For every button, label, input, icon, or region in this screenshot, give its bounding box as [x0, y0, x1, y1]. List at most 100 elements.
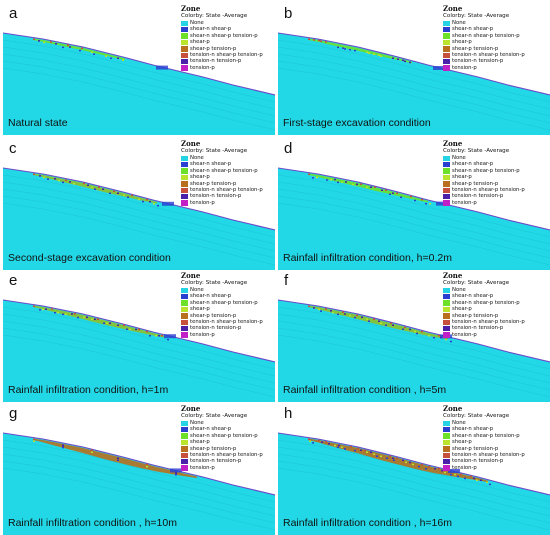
state-speck: [94, 188, 96, 190]
legend-item: shear-p: [443, 39, 548, 45]
mesh-line: [278, 467, 550, 531]
toe-zone: [436, 201, 448, 206]
state-speck: [385, 324, 387, 326]
legend-item: tension-n shear-p tension-p: [181, 452, 275, 458]
legend-item: tension-n shear-p tension-p: [181, 187, 275, 193]
state-speck: [381, 189, 383, 191]
state-speck: [470, 475, 472, 478]
legend-swatch: [181, 200, 188, 206]
legend-item: tension-n shear-p tension-p: [443, 187, 548, 193]
state-speck: [342, 47, 344, 49]
state-speck: [337, 46, 339, 49]
legend-swatch: [443, 420, 450, 426]
state-speck: [57, 311, 59, 314]
legend-swatch: [181, 161, 188, 168]
state-speck: [357, 447, 359, 450]
legend-item: tension-p: [181, 332, 275, 338]
state-speck: [441, 469, 443, 472]
state-speck: [480, 479, 482, 482]
state-speck: [397, 58, 399, 60]
legend-item: None: [181, 155, 275, 161]
ground-surface: [278, 32, 550, 96]
state-speck: [313, 39, 315, 41]
state-speck: [326, 179, 328, 181]
state-speck: [342, 311, 344, 313]
legend-swatch: [443, 300, 450, 306]
legend-item: shear-n shear-p tension-p: [181, 300, 275, 306]
legend-swatch: [181, 52, 188, 58]
mesh-line: [3, 439, 275, 503]
state-speck: [67, 44, 69, 46]
legend-swatch: [443, 52, 450, 58]
state-speck: [350, 446, 352, 448]
legend-swatch: [443, 46, 450, 52]
state-speck: [320, 310, 322, 312]
state-speck: [102, 188, 104, 190]
legend-item-label: tension-n tension-p: [452, 325, 504, 332]
legend-item-label: None: [190, 155, 204, 161]
toe-zone: [156, 65, 168, 70]
state-speck: [106, 322, 108, 324]
legend-swatch: [443, 313, 450, 319]
state-speck: [373, 453, 375, 455]
legend-item: shear-p tension-p: [443, 181, 548, 187]
panel-caption: Rainfall infiltration condition, h=0.2m: [283, 252, 452, 264]
legend-item: shear-p tension-p: [181, 181, 275, 187]
ground-surface: [278, 167, 550, 231]
state-speck: [146, 330, 148, 333]
state-speck: [433, 336, 435, 339]
state-speck: [410, 195, 412, 198]
legend-swatch: [181, 332, 188, 338]
state-speck: [389, 455, 391, 457]
legend-item-label: shear-n shear-p tension-p: [190, 167, 258, 174]
panel-caption: Second-stage excavation condition: [8, 252, 171, 264]
state-legend: Zone Colorby: State -Average None shear-n…: [181, 405, 275, 471]
legend-swatch: [181, 426, 188, 433]
legend-item-label: shear-p: [190, 306, 210, 313]
legend-item: tension-p: [443, 332, 548, 338]
mesh-line: [278, 453, 550, 517]
panel-caption: Natural state: [8, 117, 68, 129]
legend-item: shear-p tension-p: [181, 46, 275, 52]
state-speck: [385, 189, 387, 191]
state-speck: [138, 328, 140, 331]
state-speck: [330, 310, 332, 312]
state-speck: [157, 204, 159, 207]
legend-swatch: [181, 325, 188, 332]
panel-label: c: [9, 140, 17, 157]
panel-caption: Rainfall infiltration condition , h=16m: [283, 517, 452, 529]
panel-label: f: [284, 272, 289, 289]
legend-swatch: [181, 46, 188, 52]
legend-swatch: [443, 287, 450, 293]
legend-item: shear-n shear-p: [443, 426, 548, 432]
state-speck: [97, 318, 99, 320]
state-speck: [117, 57, 119, 59]
state-speck: [360, 449, 362, 451]
state-speck: [129, 328, 131, 331]
legend-item: tension-n tension-p: [181, 458, 275, 464]
state-speck: [74, 313, 76, 315]
state-speck: [122, 59, 124, 61]
state-speck: [50, 41, 52, 43]
legend-title: Zone: [443, 139, 463, 148]
slope-model: [3, 167, 275, 270]
state-speck: [312, 442, 314, 444]
state-speck: [161, 334, 163, 337]
legend-swatch: [181, 39, 188, 46]
legend-item-label: shear-p tension-p: [190, 445, 237, 452]
state-speck: [65, 313, 67, 315]
legend-subtitle: Colorby: State -Average: [181, 13, 248, 19]
state-speck: [321, 441, 323, 443]
legend-item-label: shear-n shear-p tension-p: [452, 432, 520, 439]
panel-label: g: [9, 405, 18, 422]
legend-item: shear-p tension-p: [443, 313, 548, 319]
state-speck: [473, 477, 475, 480]
state-speck: [91, 451, 93, 453]
legend-item-label: shear-n shear-p tension-p: [452, 167, 520, 174]
legend-item-label: tension-p: [190, 464, 215, 471]
legend-swatch: [443, 293, 450, 300]
legend-swatch: [443, 452, 450, 458]
legend-item-label: shear-n shear-p: [190, 161, 232, 168]
legend-item: tension-n tension-p: [443, 193, 548, 199]
state-speck: [146, 465, 148, 468]
